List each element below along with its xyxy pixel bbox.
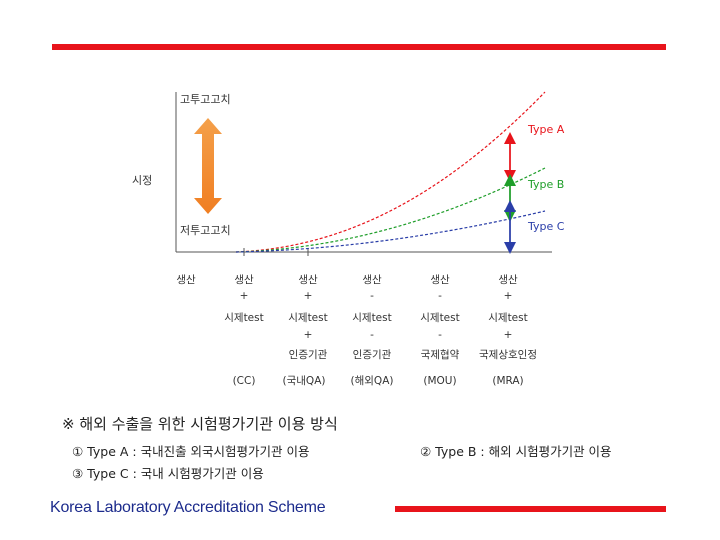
col-label: 인증기관 bbox=[353, 349, 392, 361]
series-line-type-b bbox=[235, 167, 546, 253]
col-label: (MRA) bbox=[492, 375, 523, 387]
column-labels: 생산 생산 생산 생산 생산 생산 + + - - + 시제test 시제tes… bbox=[176, 274, 537, 387]
col-label: + bbox=[304, 329, 313, 341]
notes-item-2: ② Type B : 해외 시험평가기관 이용 bbox=[420, 444, 612, 459]
col-label: (해외QA) bbox=[351, 374, 394, 387]
col-label: 생산 bbox=[176, 274, 196, 286]
col-label: + bbox=[240, 290, 249, 302]
y-axis-left-label: 시정 bbox=[132, 174, 152, 187]
col-label: (MOU) bbox=[423, 375, 456, 387]
col-label: 국제협약 bbox=[421, 348, 460, 361]
legend-type-c: Type C bbox=[527, 220, 565, 233]
col-label: (CC) bbox=[233, 375, 256, 387]
col-label: + bbox=[504, 290, 513, 302]
y-axis-bottom-label: 저투고고치 bbox=[180, 224, 231, 237]
y-axis-top-label: 고투고고치 bbox=[180, 93, 231, 106]
col-label: 시제test bbox=[352, 312, 391, 324]
col-label: - bbox=[438, 329, 442, 341]
notes-item-1: ① Type A : 국내진출 외국시험평가기관 이용 bbox=[72, 444, 310, 459]
col-label: 인증기관 bbox=[289, 349, 328, 361]
col-label: 국제상호인정 bbox=[479, 349, 537, 361]
col-label: 시제test bbox=[420, 312, 459, 324]
col-label: 생산 bbox=[298, 274, 318, 286]
col-label: - bbox=[438, 290, 442, 302]
col-label: + bbox=[504, 329, 513, 341]
col-label: 시제test bbox=[288, 312, 327, 324]
series-line-type-a bbox=[235, 91, 546, 253]
col-label: + bbox=[304, 290, 313, 302]
col-label: - bbox=[370, 329, 374, 341]
col-label: 생산 bbox=[498, 274, 518, 286]
col-label: (국내QA) bbox=[283, 375, 326, 387]
col-label: 생산 bbox=[430, 274, 450, 286]
footer-title: Korea Laboratory Accreditation Scheme bbox=[50, 499, 326, 516]
col-label: - bbox=[370, 290, 374, 302]
series-line-type-c bbox=[235, 210, 546, 253]
notes-title: ※ 해외 수출을 위한 시험평가기관 이용 방식 bbox=[62, 415, 338, 433]
bottom-red-bar bbox=[395, 506, 666, 512]
range-double-arrow bbox=[194, 118, 222, 214]
col-label: 생산 bbox=[362, 274, 382, 286]
legend-type-a: Type A bbox=[527, 123, 565, 136]
notes-item-3: ③ Type C : 국내 시험평가기관 이용 bbox=[72, 466, 264, 481]
col-label: 시제test bbox=[224, 312, 263, 324]
col-label: 시제test bbox=[488, 312, 527, 324]
top-red-bar bbox=[52, 44, 666, 50]
col-label: 생산 bbox=[234, 274, 254, 286]
legend-type-b: Type B bbox=[527, 178, 564, 191]
